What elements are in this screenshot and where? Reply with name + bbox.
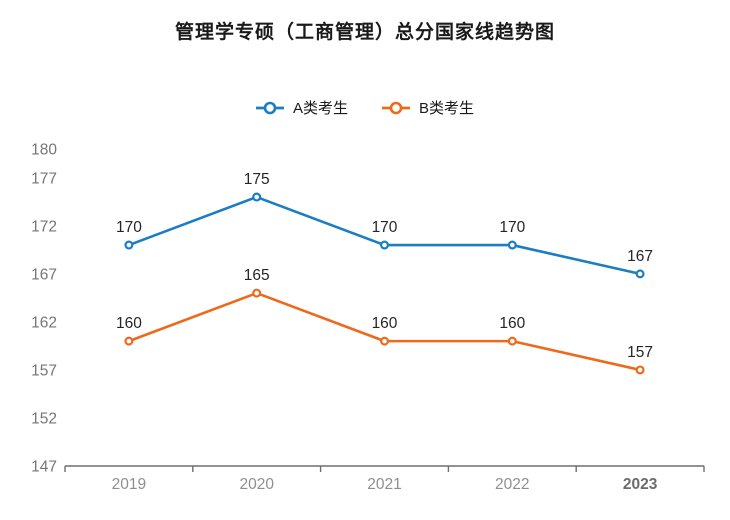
- data-label: 170: [116, 219, 142, 236]
- data-point-marker: [380, 240, 390, 250]
- y-axis-tick-label: 162: [31, 314, 57, 331]
- y-axis-tick-label: 157: [31, 362, 57, 379]
- data-label: 157: [627, 344, 653, 361]
- data-label: 160: [116, 315, 142, 332]
- data-label: 170: [372, 219, 398, 236]
- data-point-marker: [507, 336, 517, 346]
- data-point-marker: [507, 240, 517, 250]
- x-axis-tick-label: 2022: [495, 476, 529, 493]
- data-point-marker: [635, 365, 645, 375]
- legend-label: A类考生: [292, 100, 348, 117]
- data-point-marker: [380, 336, 390, 346]
- x-axis-tick-label: 2021: [367, 476, 401, 493]
- y-axis-tick-label: 152: [31, 410, 57, 427]
- x-axis-tick-label: 2023: [623, 476, 658, 493]
- x-axis-tick-label: 2020: [239, 476, 274, 493]
- data-point-marker: [252, 288, 262, 298]
- chart-title: 管理学专硕（工商管理）总分国家线趋势图: [174, 22, 555, 43]
- legend-line-marker-icon: [255, 101, 284, 114]
- data-label: 160: [372, 315, 398, 332]
- data-label: 165: [244, 267, 270, 284]
- data-label: 170: [499, 219, 525, 236]
- legend-line-marker-icon: [382, 101, 410, 114]
- y-axis-tick-label: 180: [31, 142, 57, 159]
- y-axis-tick-label: 147: [31, 459, 57, 476]
- data-point-marker: [124, 336, 134, 346]
- data-label: 175: [244, 171, 270, 188]
- data-point-marker: [252, 192, 262, 202]
- legend-item: B类考生: [382, 97, 474, 118]
- chart-legend: A类考生 B类考生: [0, 97, 730, 118]
- x-axis-tick-label: 2019: [112, 476, 146, 493]
- data-label: 160: [499, 315, 525, 332]
- legend-label: B类考生: [419, 100, 475, 117]
- data-label: 167: [627, 248, 653, 265]
- data-point-marker: [124, 240, 134, 250]
- y-axis-tick-label: 167: [31, 266, 57, 283]
- y-axis-tick-label: 172: [31, 218, 57, 235]
- legend-item: A类考生: [255, 97, 348, 118]
- data-point-marker: [635, 269, 645, 279]
- y-axis-tick-label: 177: [31, 170, 57, 187]
